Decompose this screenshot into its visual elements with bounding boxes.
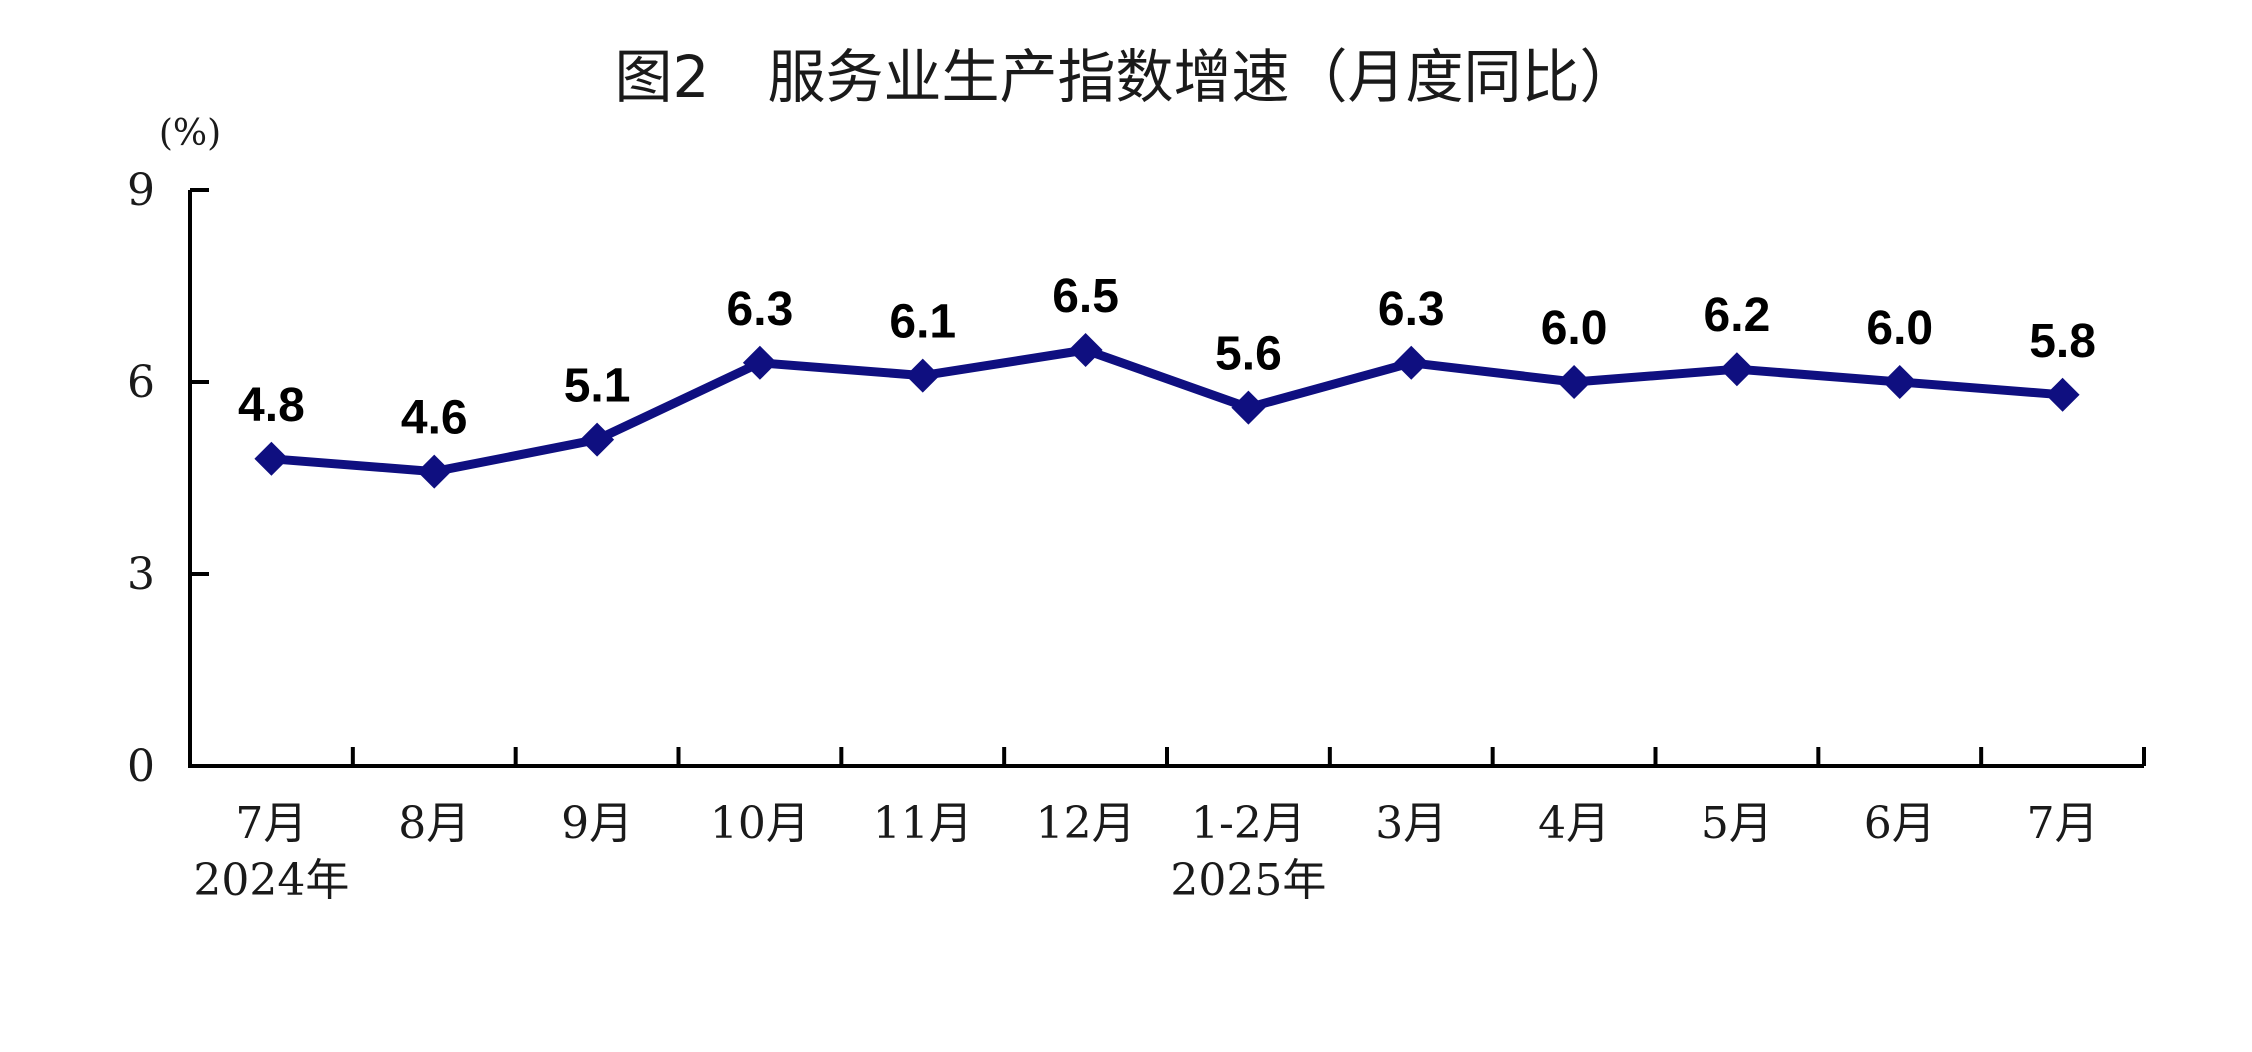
data-point-marker	[1068, 333, 1103, 367]
y-tick-label: 0	[127, 741, 155, 792]
y-tick-label: 6	[127, 357, 155, 408]
y-tick-label: 9	[127, 165, 155, 216]
x-tick-label: 4月	[1538, 798, 1610, 849]
data-point-marker	[742, 345, 777, 380]
data-point-marker	[1557, 365, 1592, 399]
data-label: 6.3	[727, 283, 794, 336]
x-tick-label: 12月	[1036, 798, 1136, 849]
x-tick-label: 5月	[1701, 798, 1773, 849]
data-label: 5.6	[1215, 328, 1282, 381]
data-label: 6.0	[1541, 302, 1608, 355]
data-labels: 4.8 4.6 5.1 6.3 6.1 6.5 5.6 6.3 6.0 6.2 6.0 5.8	[238, 270, 2096, 445]
x-tick-label: 3月	[1375, 798, 1447, 849]
year-label: 2025年	[1170, 855, 1326, 906]
data-label: 4.6	[401, 392, 468, 445]
year-label: 2024年	[193, 855, 349, 906]
x-tick-label: 9月	[561, 798, 633, 849]
data-label: 4.8	[238, 379, 305, 432]
data-label: 6.1	[889, 296, 956, 349]
x-tick-label: 11月	[873, 798, 973, 849]
data-label: 6.0	[1866, 302, 1933, 355]
data-label: 5.8	[2029, 315, 2096, 368]
y-tick-label: 3	[127, 549, 155, 600]
markers	[254, 333, 2080, 489]
data-point-marker	[2045, 377, 2080, 412]
data-point-marker	[1231, 390, 1266, 425]
year-labels: 2024年 2025年	[193, 855, 1326, 906]
y-ticks: 0 3 6 9	[127, 165, 209, 792]
axes	[188, 190, 2144, 768]
y-unit-label: (%)	[159, 113, 221, 154]
x-tick-label: 1-2月	[1191, 798, 1306, 849]
data-point-marker	[1882, 365, 1917, 399]
x-tick-label: 6月	[1864, 798, 1936, 849]
series-line	[266, 345, 2068, 477]
x-tick-label: 7月	[2027, 798, 2099, 849]
data-label: 6.2	[1704, 289, 1771, 342]
x-tick-label: 8月	[398, 798, 470, 849]
chart-title: 图2 服务业生产指数增速（月度同比）	[615, 43, 1638, 111]
x-tick-labels: 7月 8月 9月 10月 11月 12月 1-2月 3月 4月 5月 6月 7月	[235, 798, 2098, 849]
data-label: 5.1	[564, 360, 631, 413]
data-point-marker	[417, 454, 452, 489]
data-point-marker	[580, 422, 615, 457]
data-label: 6.3	[1378, 283, 1445, 336]
data-label: 6.5	[1052, 270, 1119, 323]
data-point-marker	[1719, 352, 1754, 387]
x-tick-label: 7月	[235, 798, 307, 849]
series-group	[266, 345, 2068, 477]
x-ticks	[350, 747, 2146, 766]
data-point-marker	[905, 358, 940, 393]
data-point-marker	[254, 441, 289, 476]
x-tick-label: 10月	[710, 798, 810, 849]
data-point-marker	[1394, 345, 1429, 380]
